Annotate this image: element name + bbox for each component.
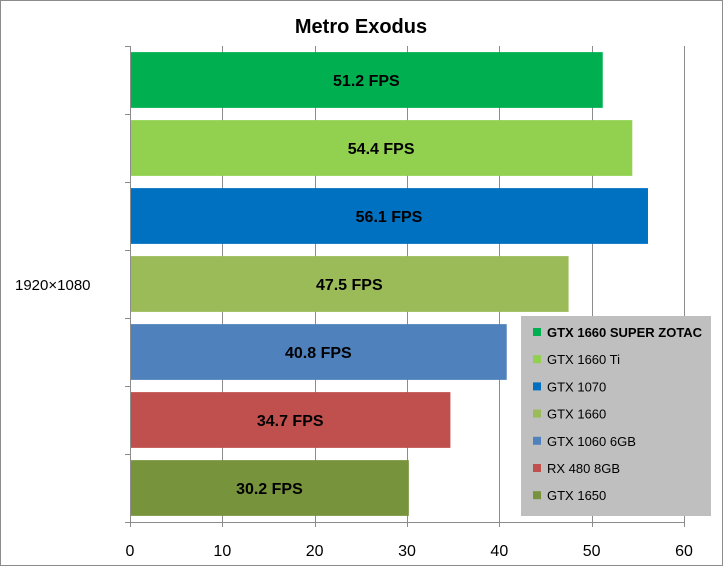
legend-entry: GTX 1650 — [547, 488, 606, 503]
bar-gtx-1070 — [130, 188, 648, 244]
legend-swatch — [533, 355, 541, 364]
legend-swatch — [533, 382, 541, 391]
x-tick-label: 10 — [213, 543, 231, 560]
legend-swatch — [533, 409, 541, 418]
legend-entry: GTX 1060 6GB — [547, 434, 636, 449]
bar-rx-480-8gb — [130, 392, 451, 448]
x-tick-label: 60 — [675, 543, 693, 560]
bar-data-label: 30.2 FPS — [236, 481, 303, 498]
legend-swatch — [533, 491, 541, 500]
bar-data-label: 51.2 FPS — [333, 73, 400, 90]
bar-gtx-1060-6gb — [130, 324, 507, 380]
x-tick-label: 50 — [583, 543, 601, 560]
legend-swatch — [533, 328, 541, 336]
x-tick-label: 0 — [126, 543, 135, 560]
legend-box — [521, 316, 711, 516]
bar-data-label: 47.5 FPS — [316, 277, 383, 294]
legend-entry: RX 480 8GB — [547, 461, 620, 476]
bar-data-label: 40.8 FPS — [285, 345, 352, 362]
data-labels: 51.2 FPS 54.4 FPS 56.1 FPS 47.5 FPS 40.8 FPS… — [236, 73, 423, 498]
x-tick-label: 40 — [490, 543, 508, 560]
legend-swatch — [533, 464, 541, 472]
bar-data-label: 54.4 FPS — [348, 141, 415, 158]
legend: GTX 1660 SUPER ZOTAC GTX 1660 Ti GTX 1070 G… — [521, 316, 711, 516]
x-tick-label: 30 — [398, 543, 416, 560]
legend-entry: GTX 1070 — [547, 379, 606, 394]
legend-entry: GTX 1660 — [547, 407, 606, 422]
bar-data-label: 56.1 FPS — [356, 209, 423, 226]
legend-entry: GTX 1660 SUPER ZOTAC — [547, 325, 703, 340]
x-tick-label: 20 — [306, 543, 324, 560]
category-label: 1920×1080 — [15, 277, 91, 294]
bar-data-label: 34.7 FPS — [257, 413, 324, 430]
bar-gtx-1660 — [130, 256, 569, 312]
bar-gtx-1650 — [130, 460, 409, 516]
bar-gtx-1660-super-zotac — [130, 52, 603, 108]
bar-gtx-1660-ti — [130, 120, 633, 176]
legend-swatch — [533, 436, 541, 445]
chart-title: Metro Exodus — [295, 16, 427, 38]
legend-entry: GTX 1660 Ti — [547, 352, 620, 367]
axes: 0 10 20 30 40 50 60 — [125, 46, 693, 560]
bars — [130, 52, 648, 516]
